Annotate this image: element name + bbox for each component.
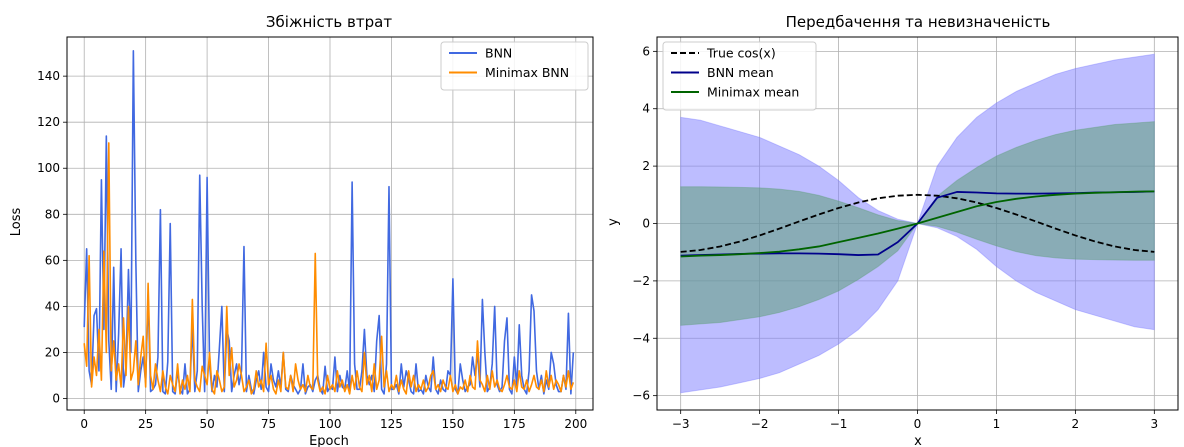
loss-chart-legend-label-0: BNN [485, 46, 512, 61]
prediction-chart-ytick-label: 6 [642, 44, 650, 58]
prediction-chart-legend-label-2: Minimax mean [707, 85, 799, 100]
prediction-chart-ytick-label: −4 [632, 331, 650, 345]
prediction-chart-legend-label-0: True cos(x) [706, 46, 776, 61]
loss-chart-xtick-label: 0 [80, 417, 88, 431]
prediction-chart-ytick-label: 4 [642, 102, 650, 116]
prediction-chart-xtick-label: −3 [672, 417, 690, 431]
prediction-chart-ytick-label: −2 [632, 274, 650, 288]
loss-chart-legend-box [440, 41, 589, 91]
loss-chart-xtick-label: 100 [319, 417, 342, 431]
prediction-chart-series-line-0 [680, 193, 1155, 253]
loss-chart-xtick-label: 200 [564, 417, 587, 431]
loss-chart-grid [67, 37, 593, 410]
prediction-chart-ticks: −3 −2 −1 0 1 2 3 −6 −4 −2 0 2 4 6 [632, 44, 1158, 431]
loss-chart-ytick-label: 60 [45, 253, 60, 267]
prediction-chart: Передбачення та невизначеність −3 −2 −1 0 1 2… [606, 13, 1179, 447]
prediction-chart-ylabel: y [606, 218, 621, 226]
loss-chart-xtick-label: 175 [503, 417, 526, 431]
prediction-chart-xtick-label: 2 [1072, 417, 1080, 431]
prediction-chart-ytick-label: 2 [642, 159, 650, 173]
prediction-chart-legend: True cos(x) BNN mean Minimax mean [662, 41, 817, 111]
loss-chart-ytick-label: 0 [52, 391, 60, 405]
loss-chart-ytick-label: 20 [45, 345, 60, 359]
prediction-chart-title: Передбачення та невизначеність [786, 13, 1051, 31]
loss-chart-xtick-label: 75 [261, 417, 276, 431]
prediction-chart-xtick-label: −2 [751, 417, 769, 431]
loss-chart-xtick-label: 50 [199, 417, 214, 431]
loss-chart: Збіжність втрат 0 25 50 75 100 125 150 175 200 0 2… [9, 13, 594, 447]
loss-chart-legend: BNN Minimax BNN [440, 41, 589, 91]
loss-chart-ytick-label: 40 [45, 299, 60, 313]
loss-chart-xtick-label: 125 [380, 417, 403, 431]
prediction-chart-ytick-label: 0 [642, 217, 650, 231]
loss-chart-legend-label-1: Minimax BNN [485, 65, 569, 80]
loss-chart-ylabel: Loss [9, 208, 24, 237]
loss-chart-ytick-label: 140 [37, 69, 60, 83]
loss-chart-ticks: 0 25 50 75 100 125 150 175 200 0 20 40 60 80 100 120 140 [37, 69, 587, 431]
prediction-chart-legend-label-1: BNN mean [707, 65, 774, 80]
prediction-chart-xlabel: x [914, 434, 922, 447]
prediction-chart-lines [680, 190, 1155, 258]
loss-chart-ytick-label: 120 [37, 115, 60, 129]
loss-chart-xlabel: Epoch [309, 434, 349, 447]
loss-chart-xtick-label: 150 [441, 417, 464, 431]
loss-chart-xtick-label: 25 [138, 417, 153, 431]
prediction-chart-xtick-label: 0 [914, 417, 922, 431]
prediction-chart-legend-box [662, 41, 817, 111]
loss-chart-title: Збіжність втрат [266, 13, 392, 31]
loss-chart-lines [83, 50, 575, 395]
prediction-chart-series-line-2 [680, 190, 1155, 258]
prediction-chart-xtick-label: 3 [1150, 417, 1158, 431]
prediction-chart-xtick-label: 1 [993, 417, 1001, 431]
loss-chart-ytick-label: 100 [37, 161, 60, 175]
prediction-chart-xtick-label: −1 [830, 417, 848, 431]
prediction-chart-ytick-label: −6 [632, 389, 650, 403]
loss-chart-series-line-1 [83, 142, 575, 395]
loss-chart-ytick-label: 80 [45, 207, 60, 221]
